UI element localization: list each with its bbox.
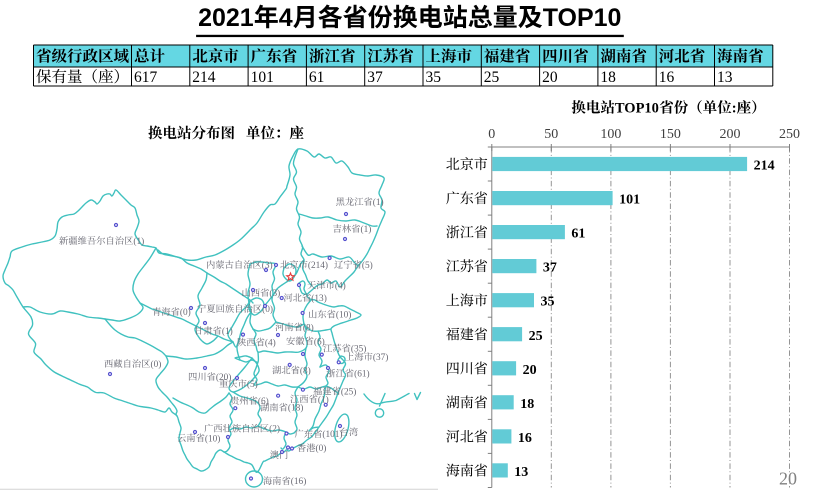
svg-text:(18): (18) <box>288 403 304 414</box>
svg-text:(13): (13) <box>311 293 327 304</box>
svg-text:100: 100 <box>600 127 621 142</box>
svg-text:13: 13 <box>717 69 733 86</box>
svg-text:(5): (5) <box>247 379 258 390</box>
svg-text:(1): (1) <box>133 236 144 247</box>
svg-text::: : <box>732 101 737 117</box>
svg-text:(0): (0) <box>151 359 162 370</box>
svg-text:13: 13 <box>514 465 528 480</box>
svg-text:617: 617 <box>134 69 158 86</box>
svg-text:18: 18 <box>520 397 534 412</box>
svg-text:(0): (0) <box>180 307 191 318</box>
svg-text:(61): (61) <box>354 369 370 380</box>
svg-text:20: 20 <box>542 69 558 86</box>
svg-text:TOP10: TOP10 <box>615 101 659 117</box>
svg-text:35: 35 <box>541 295 555 310</box>
svg-text:(37): (37) <box>373 352 389 363</box>
svg-text:(20): (20) <box>216 372 232 383</box>
svg-text:(101): (101) <box>322 429 342 440</box>
svg-text:37: 37 <box>543 261 557 276</box>
svg-text:18: 18 <box>600 69 616 86</box>
svg-text:25: 25 <box>484 69 500 86</box>
svg-text:(1): (1) <box>361 224 372 235</box>
svg-text:35: 35 <box>426 69 442 86</box>
svg-text:16: 16 <box>659 69 675 86</box>
svg-text:(2): (2) <box>269 424 280 435</box>
svg-text:(1): (1) <box>318 394 329 405</box>
svg-text:0: 0 <box>488 127 495 142</box>
svg-text:(4): (4) <box>335 281 346 292</box>
svg-text:(1): (1) <box>222 326 233 337</box>
svg-text:(3): (3) <box>262 260 273 271</box>
svg-text:(8): (8) <box>300 365 311 376</box>
svg-text:(6): (6) <box>314 336 325 347</box>
svg-text:50: 50 <box>544 127 558 142</box>
svg-text:(214): (214) <box>308 260 328 271</box>
svg-text:150: 150 <box>660 127 681 142</box>
svg-text:(16): (16) <box>291 476 307 487</box>
svg-text:200: 200 <box>720 127 741 142</box>
svg-text:(1): (1) <box>373 197 384 208</box>
svg-text:20: 20 <box>779 469 797 489</box>
svg-text:101: 101 <box>619 193 640 208</box>
svg-text:4: 4 <box>279 4 293 32</box>
svg-text:(4): (4) <box>265 338 276 349</box>
svg-text:(0): (0) <box>316 443 327 454</box>
svg-text:37: 37 <box>367 69 383 86</box>
svg-text:(10): (10) <box>205 433 221 444</box>
svg-text:61: 61 <box>571 227 585 242</box>
svg-text:(0): (0) <box>262 304 273 315</box>
svg-text:16: 16 <box>518 431 532 446</box>
svg-text:2021: 2021 <box>198 4 254 32</box>
svg-text:214: 214 <box>754 159 775 174</box>
svg-text:61: 61 <box>309 69 325 86</box>
svg-text:25: 25 <box>529 329 543 344</box>
svg-text:(10): (10) <box>336 310 352 321</box>
svg-text:(3): (3) <box>269 288 280 299</box>
svg-text:250: 250 <box>779 127 800 142</box>
svg-text:(8): (8) <box>303 322 314 333</box>
svg-text:(25): (25) <box>341 386 357 397</box>
svg-text:101: 101 <box>251 69 274 86</box>
svg-text:(5): (5) <box>362 260 373 271</box>
svg-text:TOP10: TOP10 <box>543 4 622 32</box>
svg-text:(35): (35) <box>351 344 367 355</box>
svg-text:20: 20 <box>523 363 537 378</box>
svg-text:(6): (6) <box>258 396 269 407</box>
svg-text:214: 214 <box>192 69 216 86</box>
